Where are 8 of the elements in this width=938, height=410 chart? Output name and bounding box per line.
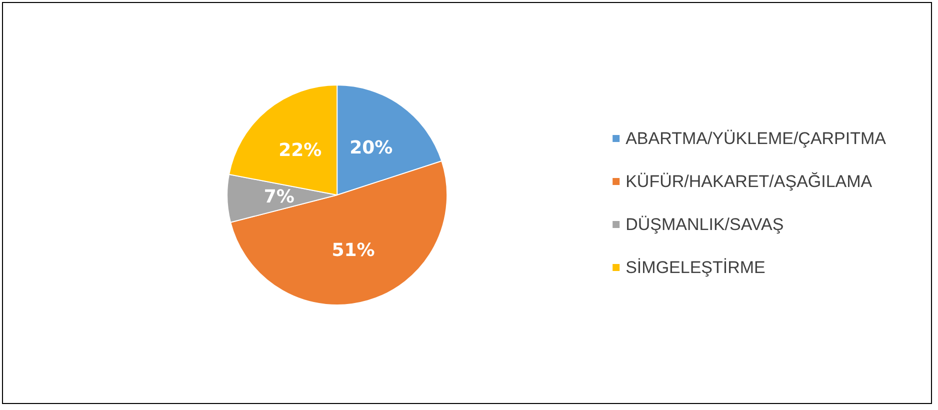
legend-label: ABARTMA/YÜKLEME/ÇARPITMA xyxy=(626,129,887,148)
data-label: 20% xyxy=(350,138,393,159)
legend-label: DÜŞMANLIK/SAVAŞ xyxy=(626,215,784,234)
legend-label: SİMGELEŞTİRME xyxy=(626,258,766,277)
data-label: 7% xyxy=(264,186,294,208)
legend-label: KÜFÜR/HAKARET/AŞAĞILAMA xyxy=(626,172,873,191)
data-label: 22% xyxy=(278,140,322,161)
data-label: 51% xyxy=(332,240,375,262)
